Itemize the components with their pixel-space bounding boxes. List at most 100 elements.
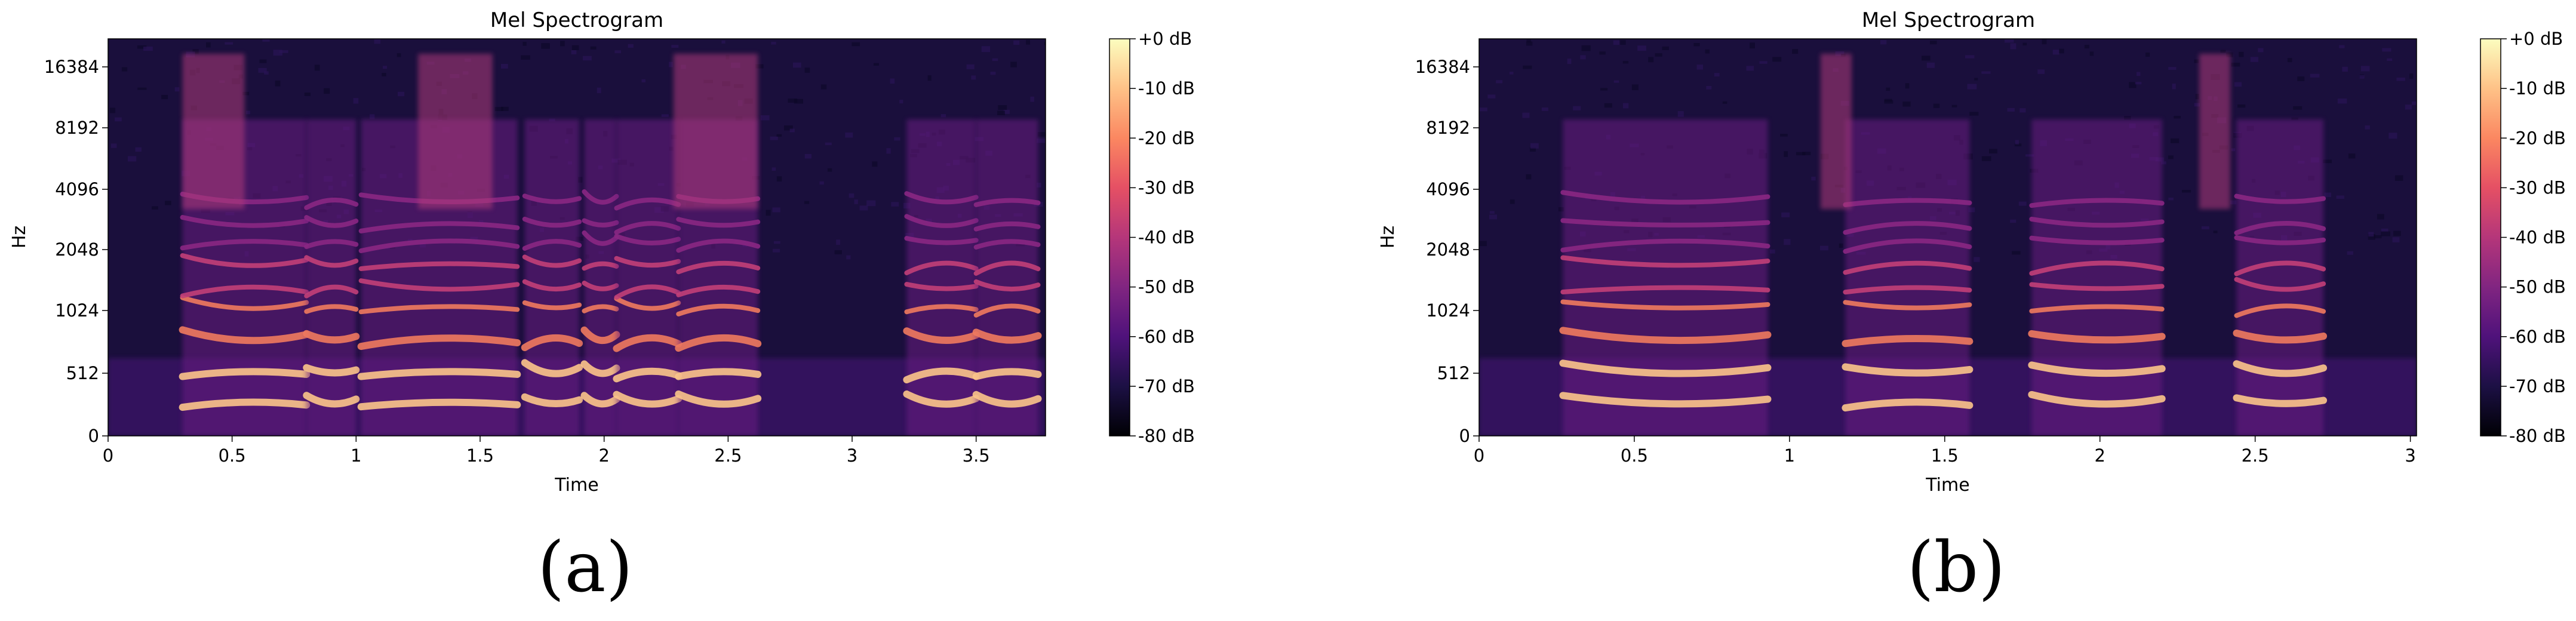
noise-cell: [1839, 243, 1843, 248]
noise-cell: [1802, 152, 1811, 155]
noise-cell: [110, 143, 117, 148]
noise-cell: [541, 43, 550, 49]
harmonic-band: [1559, 359, 1772, 377]
noise-cell: [2393, 230, 2401, 236]
noise-cell: [1541, 107, 1548, 111]
noise-cell: [1662, 46, 1669, 50]
x-tick-label: 1: [1784, 445, 1795, 466]
noise-cell: [109, 107, 116, 113]
noise-cell: [264, 71, 269, 75]
noise-cell: [1622, 61, 1629, 64]
noise-cell: [560, 41, 565, 47]
harmonic-band: [614, 284, 681, 300]
plot-frame: [1478, 38, 2417, 436]
harmonic-band: [2028, 391, 2166, 408]
harmonic-band: [1842, 398, 1974, 412]
harmonic-band: [972, 368, 1042, 380]
harmonic-band: [2234, 276, 2326, 292]
noise-cell: [1510, 199, 1515, 204]
noise-cell: [1884, 100, 1893, 104]
noise-cell: [135, 147, 142, 152]
harmonic-band: [304, 255, 359, 268]
voiced-column: [616, 119, 679, 436]
noise-cell: [1750, 42, 1755, 49]
noise-cell: [2014, 143, 2022, 147]
noise-cell: [501, 106, 509, 111]
noise-cell: [997, 110, 1006, 115]
colorbar-tick-label: -60 dB: [2509, 327, 2566, 347]
noise-cell: [127, 156, 137, 162]
harmonic-band: [973, 221, 1041, 232]
noise-cell: [846, 255, 851, 260]
noise-cell: [1567, 59, 1572, 64]
noise-cell: [1780, 134, 1788, 137]
harmonic-band: [521, 393, 583, 408]
noise-cell: [2409, 73, 2414, 79]
noise-cell: [2310, 73, 2320, 78]
colorbar-tick-label: -60 dB: [1138, 327, 1195, 347]
noise-cell: [259, 59, 267, 63]
harmonic-band: [903, 327, 980, 344]
noise-cell: [1604, 103, 1612, 108]
noise-cell: [820, 84, 827, 90]
noise-cell: [2231, 148, 2236, 152]
harmonic-band: [580, 360, 620, 377]
harmonic-band: [357, 368, 521, 380]
harmonic-band: [2028, 361, 2166, 377]
noise-cell: [2324, 192, 2331, 198]
noise-cell: [192, 49, 199, 54]
harmonic-band: [2233, 329, 2328, 344]
noise-cell: [1600, 88, 1608, 91]
harmonic-band: [973, 303, 1041, 318]
harmonic-band: [613, 391, 683, 408]
noise-cell: [1530, 143, 1539, 149]
harmonic-band: [676, 284, 761, 297]
noise-cell: [1884, 99, 1892, 102]
x-tick-label: 3: [847, 445, 857, 466]
colorbar-tick-label: -70 dB: [2509, 376, 2566, 396]
harmonic-band: [1842, 334, 1974, 348]
harmonic-band: [180, 239, 309, 251]
noise-cell: [1784, 239, 1791, 245]
noise-cell: [849, 193, 854, 198]
harmonic-band: [1843, 238, 1972, 254]
x-tick-label: 2: [2095, 445, 2105, 466]
harmonic-band: [1560, 299, 1770, 310]
harmonic-band: [613, 367, 683, 383]
noise-cell: [2392, 237, 2400, 242]
spectrogram-panel-a: Mel Spectrogram 0 0.5 1 1.5 2 2.5 3 3.5 0 512 102…: [9, 8, 1195, 608]
harmonic-band: [2029, 235, 2165, 245]
noise-cell: [834, 250, 842, 254]
noise-cell: [661, 114, 669, 117]
voiced-column: [906, 119, 976, 436]
harmonic-band: [972, 328, 1042, 344]
noise-cell: [788, 99, 798, 103]
harmonic-band: [2234, 303, 2326, 318]
voiced-column: [306, 119, 356, 436]
harmonic-band: [2233, 360, 2328, 377]
y-axis-label: Hz: [9, 226, 30, 248]
noise-cell: [1479, 241, 1487, 247]
noise-cell: [161, 94, 168, 100]
harmonic-band: [904, 304, 979, 315]
noise-cell: [1981, 156, 1991, 161]
y-axis-ticks: 0 512 1024 2048 4096 8192 16384: [44, 57, 108, 446]
noise-cell: [1965, 55, 1975, 59]
noise-cell: [2194, 59, 2199, 63]
noise-cell: [874, 63, 880, 66]
noise-cell: [1526, 41, 1533, 46]
noise-cell: [771, 167, 776, 171]
noise-cell: [886, 148, 891, 154]
noise-cell: [628, 44, 634, 48]
voiced-column: [1845, 119, 1970, 436]
harmonic-band: [180, 284, 309, 299]
harmonic-band: [580, 326, 620, 345]
y-tick-label: 2048: [55, 239, 99, 260]
noise-cell: [1599, 51, 1606, 55]
harmonic-band: [903, 390, 980, 408]
harmonic-band: [1559, 327, 1772, 345]
noise-cell: [571, 50, 577, 54]
noise-cell: [783, 125, 793, 131]
harmonic-band: [614, 233, 681, 245]
